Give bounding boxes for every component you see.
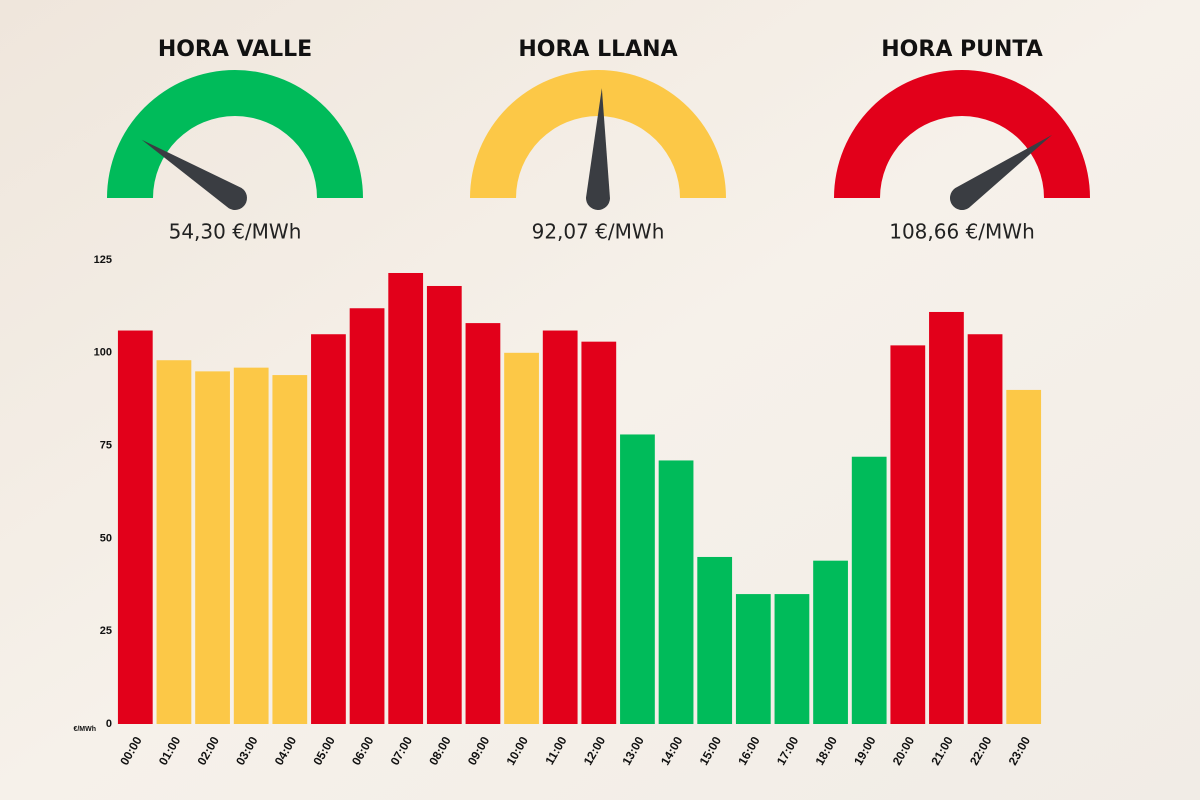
y-axis-label: €/MWh <box>73 726 96 733</box>
gauge-arc <box>470 70 726 198</box>
bar <box>851 456 887 724</box>
y-tick-label: 75 <box>100 440 112 452</box>
bar <box>1006 389 1042 724</box>
gauge-value-label: 92,07 €/MWh <box>532 220 665 244</box>
bar <box>735 594 771 724</box>
y-tick-label: 0 <box>106 718 112 730</box>
bar <box>117 330 153 724</box>
bar <box>465 323 501 724</box>
gauge-needle <box>586 88 610 210</box>
bar <box>156 360 192 724</box>
bar <box>272 375 308 724</box>
gauge-title: HORA PUNTA <box>881 37 1042 62</box>
gauge-value-label: 54,30 €/MWh <box>169 220 302 244</box>
gauge-needle <box>949 134 1053 210</box>
bar <box>542 330 578 724</box>
gauge-value-label: 108,66 €/MWh <box>889 220 1035 244</box>
bar <box>504 352 539 724</box>
bar <box>233 367 269 724</box>
bar <box>311 334 346 724</box>
bar <box>195 371 230 724</box>
bar <box>697 556 733 724</box>
bar <box>388 272 424 724</box>
gauge-title: HORA LLANA <box>518 37 677 62</box>
y-tick-label: 25 <box>100 625 112 637</box>
gauge-arc <box>834 70 1090 198</box>
bar <box>658 460 694 724</box>
gauge-title: HORA VALLE <box>158 37 312 62</box>
bar <box>967 334 1003 724</box>
bar <box>426 285 462 724</box>
bar <box>620 434 655 724</box>
bar <box>813 560 848 724</box>
bar <box>349 308 385 724</box>
y-tick-label: 100 <box>94 347 112 359</box>
gauge-needle <box>141 139 247 210</box>
bar <box>929 311 964 724</box>
gauge-arc <box>107 70 363 198</box>
bar <box>581 341 617 724</box>
bar <box>890 345 926 724</box>
y-tick-label: 125 <box>94 254 112 266</box>
bar <box>774 594 810 724</box>
y-tick-label: 50 <box>100 532 112 544</box>
